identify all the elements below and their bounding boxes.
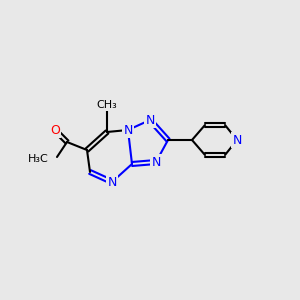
- Text: O: O: [50, 124, 60, 136]
- Text: H₃C: H₃C: [28, 154, 49, 164]
- Text: N: N: [107, 176, 117, 188]
- Text: N: N: [151, 155, 161, 169]
- Text: N: N: [123, 124, 133, 136]
- Text: N: N: [232, 134, 242, 146]
- Text: CH₃: CH₃: [97, 100, 117, 110]
- Text: N: N: [145, 113, 155, 127]
